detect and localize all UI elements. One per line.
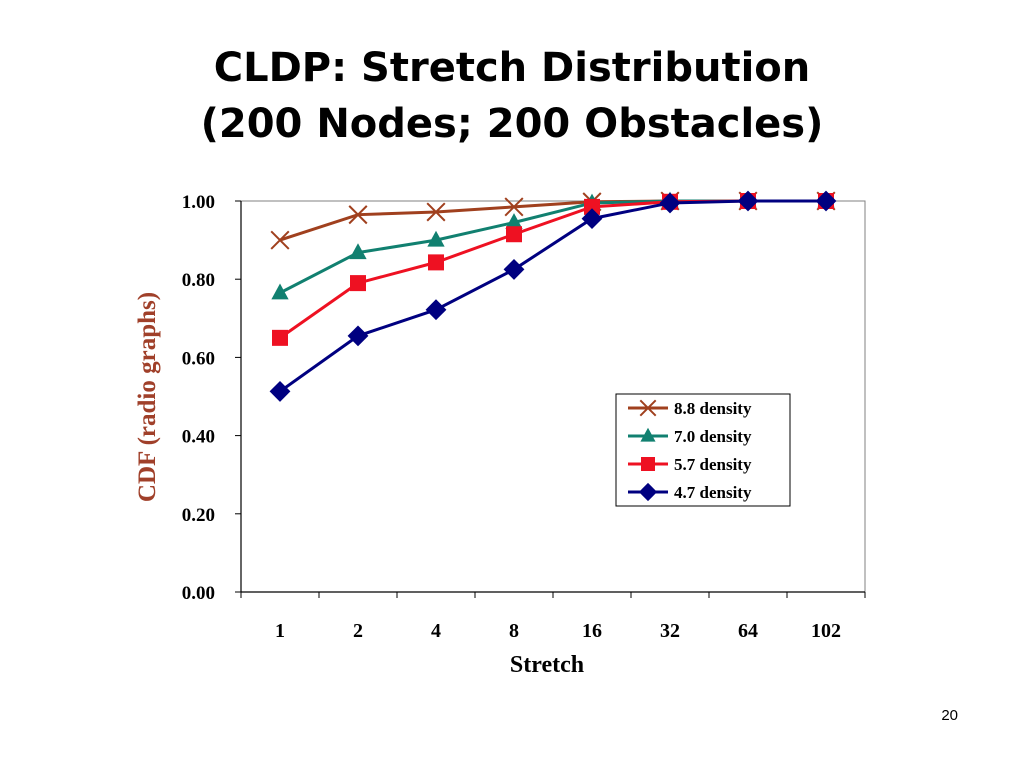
data-point [349, 243, 367, 260]
y-tick-label: 0.20 [182, 505, 215, 526]
data-point [272, 329, 288, 346]
data-point [659, 192, 681, 214]
slide-title: CLDP: Stretch Distribution (200 Nodes; 2… [0, 40, 1024, 152]
legend-label: 7.0 density [674, 427, 752, 446]
page-number: 20 [941, 707, 958, 724]
legend-marker [641, 457, 655, 471]
y-axis-title: CDF (radio graphs) [134, 292, 161, 502]
x-tick-label: 4 [431, 620, 441, 642]
legend-label: 4.7 density [674, 483, 752, 502]
data-point [581, 208, 603, 229]
legend-marker [640, 427, 656, 442]
data-point [428, 254, 444, 271]
x-tick-label: 102 [811, 620, 841, 642]
x-tick-label: 16 [582, 620, 602, 642]
x-tick-label: 1 [275, 620, 285, 642]
legend-label: 5.7 density [674, 455, 752, 474]
data-point [506, 226, 522, 243]
data-point [270, 230, 290, 250]
y-tick-label: 0.00 [182, 583, 215, 604]
x-tick-label: 8 [509, 620, 519, 642]
y-tick-label: 0.60 [182, 348, 215, 369]
data-point [347, 325, 369, 347]
data-point [271, 283, 289, 300]
data-point [348, 205, 368, 225]
data-point [584, 198, 600, 215]
legend-label: 8.8 density [674, 399, 752, 418]
x-tick-label: 32 [660, 620, 680, 642]
y-tick-label: 1.00 [182, 192, 215, 213]
data-point [503, 259, 525, 280]
data-point [427, 230, 445, 247]
y-tick-label: 0.80 [182, 270, 215, 291]
data-point [737, 190, 759, 212]
data-point [815, 190, 837, 212]
x-tick-label: 2 [353, 620, 363, 642]
data-point [425, 299, 447, 321]
slide-title-line-1: CLDP: Stretch Distribution [213, 45, 811, 91]
data-point [505, 213, 523, 229]
y-tick-label: 0.40 [182, 427, 215, 448]
legend-marker [638, 482, 658, 502]
legend-marker [639, 399, 657, 417]
data-point [426, 202, 446, 222]
data-point [504, 197, 524, 217]
data-point [350, 275, 366, 292]
x-axis-title: Stretch [510, 652, 584, 678]
slide-title-line-2: (200 Nodes; 200 Obstacles) [200, 101, 824, 147]
data-point [269, 381, 291, 402]
series-line [279, 199, 826, 393]
x-tick-label: 64 [738, 620, 758, 642]
